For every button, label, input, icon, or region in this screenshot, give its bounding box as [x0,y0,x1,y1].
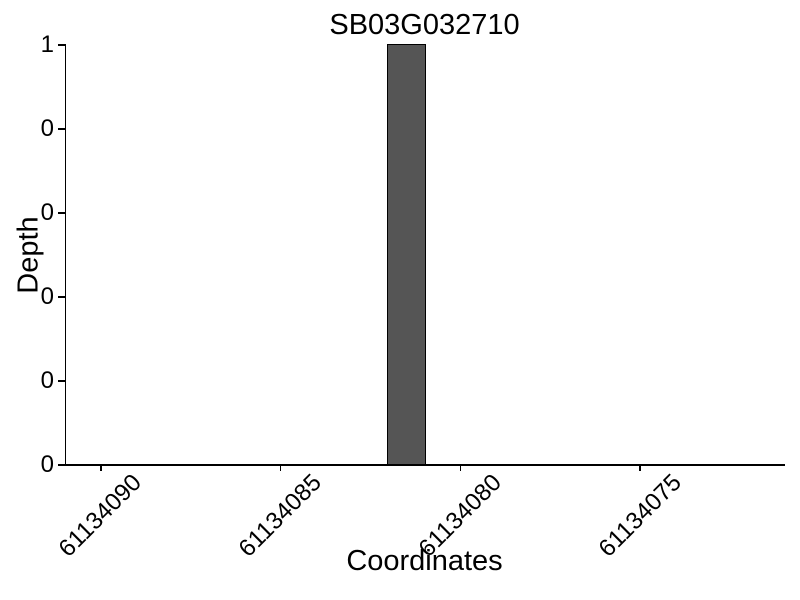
x-tick-mark [100,465,102,471]
y-tick-mark [58,44,65,46]
y-axis-label: Depth [12,216,45,294]
y-tick-label: 0 [40,451,54,478]
y-tick-mark [58,212,65,214]
chart-title: SB03G032710 [329,9,520,41]
y-tick-mark [58,128,65,130]
x-tick-mark [279,465,282,471]
y-tick-label: 1 [40,31,54,58]
y-tick-mark [58,380,65,382]
y-tick-label: 0 [40,199,54,226]
bar [387,43,426,465]
y-tick-label: 0 [40,283,54,310]
y-axis-line [64,44,66,466]
y-tick-mark [58,296,65,298]
x-tick-mark [639,465,641,471]
y-tick-mark [58,464,65,466]
x-tick-mark [459,465,462,471]
x-axis-label: Coordinates [346,545,503,577]
y-tick-label: 0 [40,115,54,142]
y-tick-label: 0 [40,367,54,394]
